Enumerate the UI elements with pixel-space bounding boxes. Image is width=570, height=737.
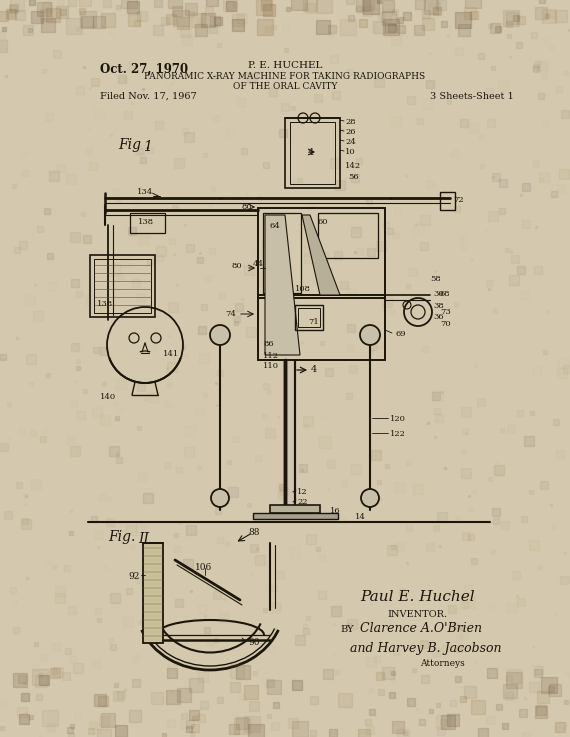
Text: 1: 1 [143, 140, 152, 154]
Bar [94, 259, 151, 313]
Text: 28: 28 [345, 118, 356, 126]
Text: 26: 26 [345, 128, 356, 136]
Text: 56: 56 [348, 173, 359, 181]
Text: 4: 4 [308, 148, 314, 157]
Text: 14: 14 [355, 513, 366, 521]
Text: 110: 110 [263, 362, 279, 370]
Text: 70: 70 [440, 320, 451, 328]
Text: 86: 86 [264, 340, 275, 348]
Bar [258, 208, 385, 298]
Circle shape [361, 489, 379, 507]
Text: 74: 74 [225, 310, 236, 318]
Text: 68: 68 [440, 290, 451, 298]
Text: 138: 138 [97, 300, 113, 308]
Text: 108: 108 [295, 285, 311, 293]
Text: PANORAMIC X-RAY MACHINE FOR TAKING RADIOGRAPHS: PANORAMIC X-RAY MACHINE FOR TAKING RADIO… [144, 72, 426, 81]
Bar [143, 543, 163, 643]
Text: 10: 10 [345, 148, 356, 156]
Text: 80: 80 [242, 203, 253, 211]
Text: 71: 71 [308, 318, 319, 326]
Text: 80: 80 [232, 262, 243, 270]
Text: 90: 90 [248, 638, 259, 647]
Bar [290, 122, 335, 184]
Bar [270, 505, 320, 513]
Text: 112: 112 [263, 352, 279, 360]
Bar [90, 255, 155, 317]
PathPatch shape [302, 215, 340, 295]
Text: 16: 16 [330, 507, 341, 515]
Bar [258, 295, 385, 360]
Bar [130, 213, 165, 233]
Text: 22: 22 [297, 498, 307, 506]
Bar [285, 360, 295, 510]
Text: 44: 44 [253, 260, 264, 268]
Text: 140: 140 [100, 393, 116, 401]
Text: 106: 106 [195, 563, 212, 572]
Text: and Harvey B. Jacobson: and Harvey B. Jacobson [350, 642, 502, 655]
Text: 141: 141 [163, 350, 179, 358]
Bar [263, 213, 301, 293]
Text: 38: 38 [433, 302, 444, 310]
Text: 24: 24 [345, 138, 356, 146]
Bar [318, 213, 378, 258]
Circle shape [210, 325, 230, 345]
Text: 134: 134 [137, 188, 153, 196]
Bar [295, 305, 323, 330]
Text: II: II [138, 532, 149, 546]
Text: INVENTOR.: INVENTOR. [387, 610, 447, 619]
Text: Fig.: Fig. [108, 530, 136, 544]
Text: Attorneys: Attorneys [420, 659, 465, 668]
Bar [253, 513, 338, 519]
Text: 60: 60 [318, 218, 328, 226]
Text: Oct. 27, 1970: Oct. 27, 1970 [100, 63, 188, 76]
Text: Filed Nov. 17, 1967: Filed Nov. 17, 1967 [100, 92, 197, 101]
Text: 12: 12 [297, 488, 308, 496]
Text: 69: 69 [395, 330, 406, 338]
Bar [440, 192, 455, 210]
Text: 36: 36 [433, 313, 443, 321]
Text: 92: 92 [128, 572, 140, 581]
Text: 58: 58 [430, 275, 441, 283]
Text: 122: 122 [390, 430, 406, 438]
Text: P. E. HUCHEL: P. E. HUCHEL [248, 61, 322, 70]
Text: 64: 64 [270, 222, 281, 230]
Text: BY: BY [340, 625, 353, 634]
Text: Fig .: Fig . [118, 138, 150, 152]
Text: 72: 72 [453, 196, 463, 204]
Text: Clarence A.O'Brien: Clarence A.O'Brien [360, 622, 482, 635]
Text: 142: 142 [345, 162, 361, 170]
Circle shape [211, 489, 229, 507]
Text: 138: 138 [138, 218, 154, 226]
PathPatch shape [265, 215, 300, 355]
Text: Paul E. Huchel: Paul E. Huchel [360, 590, 475, 604]
Text: 4: 4 [311, 365, 317, 374]
Text: 88: 88 [248, 528, 259, 537]
Text: 73: 73 [440, 308, 451, 316]
Bar [298, 308, 320, 327]
Circle shape [360, 325, 380, 345]
Text: OF THE ORAL CAVITY: OF THE ORAL CAVITY [233, 82, 337, 91]
Text: 120: 120 [390, 415, 406, 423]
Bar [285, 118, 340, 188]
Text: 3 Sheets-Sheet 1: 3 Sheets-Sheet 1 [430, 92, 514, 101]
Text: 30: 30 [433, 290, 443, 298]
